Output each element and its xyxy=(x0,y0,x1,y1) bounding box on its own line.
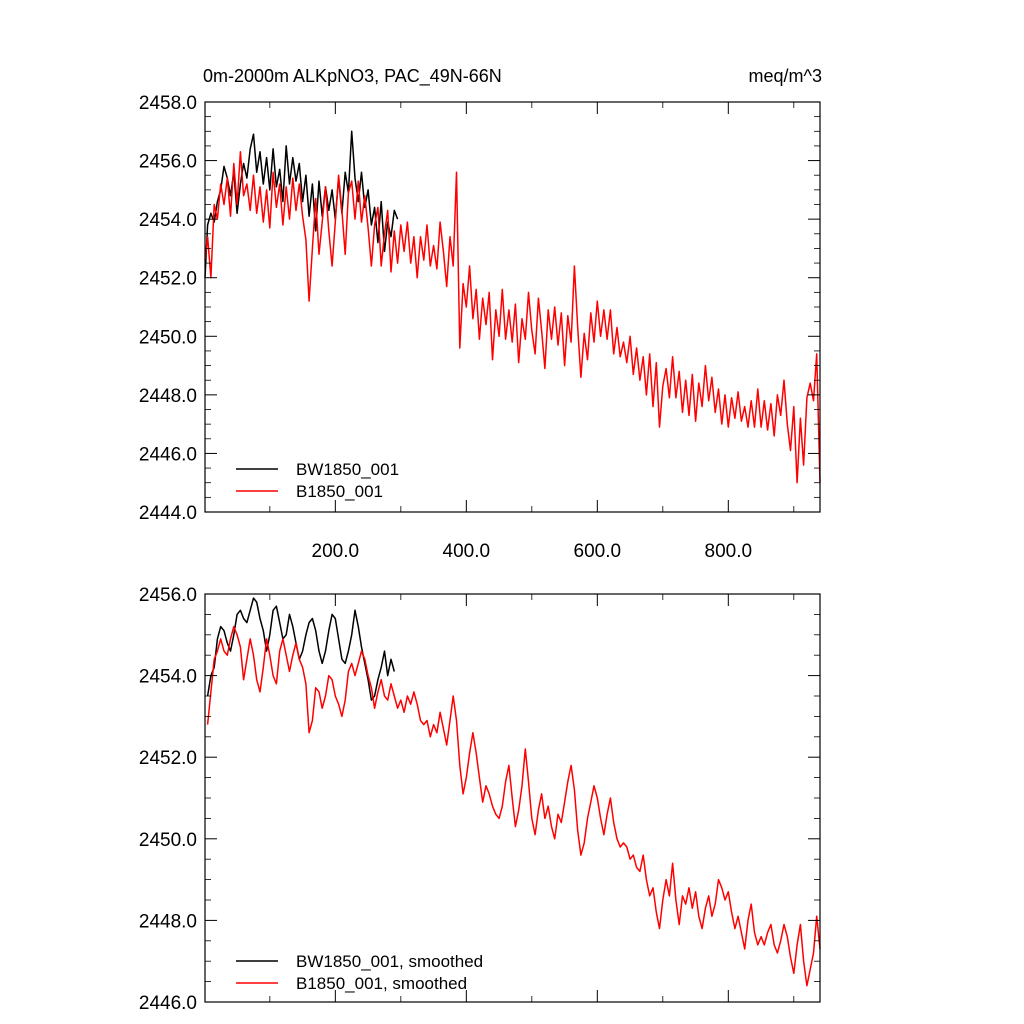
top-plot-frame xyxy=(204,101,821,513)
legend-label-BW1850_001: BW1850_001 xyxy=(296,460,399,479)
bottom-legend: BW1850_001, smoothed B1850_001, smoothed xyxy=(236,952,483,993)
y-tick-label: 2458.0 xyxy=(139,93,197,114)
x-tick-label: 600.0 xyxy=(574,541,622,562)
y-tick-label: 2452.0 xyxy=(139,748,197,769)
y-tick-label: 2444.0 xyxy=(139,503,197,524)
chart-title: 0m-2000m ALKpNO3, PAC_49N-66N xyxy=(203,66,502,87)
series-line-1 xyxy=(206,625,821,987)
top-panel: 0m-2000m ALKpNO3, PAC_49N-66N meq/m^3 24… xyxy=(139,66,822,562)
x-tick-label: 400.0 xyxy=(443,541,491,562)
y-tick-label: 2450.0 xyxy=(139,830,197,851)
top-plot-series xyxy=(204,130,821,484)
y-tick-label: 2446.0 xyxy=(139,993,197,1014)
y-tick-label: 2454.0 xyxy=(139,667,197,688)
y-tick-label: 2448.0 xyxy=(139,911,197,932)
bottom-plot-frame xyxy=(204,593,821,1003)
top-y-axis: 2444.0 2446.0 2448.0 2450.0 2452.0 2454.0 2456… xyxy=(139,93,820,524)
legend-label-B1850_001-smoothed: B1850_001, smoothed xyxy=(296,974,467,993)
y-tick-label: 2456.0 xyxy=(139,152,197,173)
series-line-1 xyxy=(204,151,821,484)
top-legend: BW1850_001 B1850_001 xyxy=(236,460,399,501)
y-tick-label: 2448.0 xyxy=(139,386,197,407)
units-label: meq/m^3 xyxy=(749,66,822,86)
y-tick-label: 2456.0 xyxy=(139,585,197,606)
y-tick-label: 2446.0 xyxy=(139,444,197,465)
y-tick-label: 2454.0 xyxy=(139,210,197,231)
legend-label-BW1850_001-smoothed: BW1850_001, smoothed xyxy=(296,952,483,971)
top-x-axis: 200.0 400.0 600.0 800.0 xyxy=(269,102,795,562)
y-tick-label: 2452.0 xyxy=(139,269,197,290)
y-tick-label: 2450.0 xyxy=(139,327,197,348)
x-tick-label: 800.0 xyxy=(705,541,753,562)
legend-label-B1850_001: B1850_001 xyxy=(296,482,383,501)
bottom-x-axis xyxy=(269,594,795,1002)
bottom-plot-series xyxy=(206,597,821,987)
x-tick-label: 200.0 xyxy=(312,541,360,562)
series-line-0 xyxy=(206,597,396,701)
bottom-panel: 2446.0 2448.0 2450.0 2452.0 2454.0 2456.0 BW1… xyxy=(139,585,821,1014)
